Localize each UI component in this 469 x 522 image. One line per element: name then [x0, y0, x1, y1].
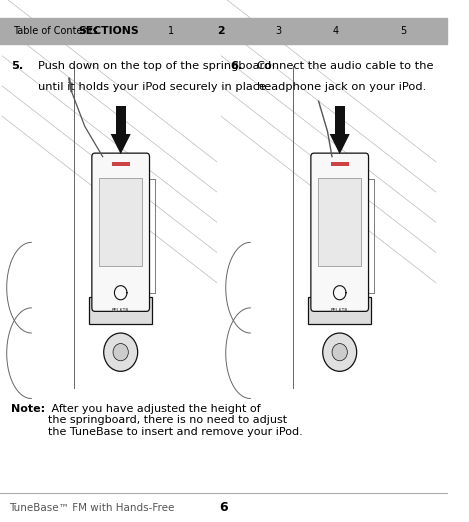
Text: 3: 3 — [275, 26, 281, 36]
Text: BELKIN: BELKIN — [331, 308, 348, 313]
Text: 5.: 5. — [11, 61, 23, 71]
Text: Connect the audio cable to the: Connect the audio cable to the — [257, 61, 433, 71]
Text: 5: 5 — [400, 26, 406, 36]
Bar — [335, 106, 345, 134]
Text: 6: 6 — [219, 502, 228, 514]
Bar — [0, 18, 447, 44]
Circle shape — [323, 333, 357, 371]
Circle shape — [104, 333, 138, 371]
Text: Note:: Note: — [11, 404, 45, 413]
Bar — [318, 178, 361, 266]
Text: 6.: 6. — [230, 61, 242, 71]
Text: Table of Contents: Table of Contents — [14, 26, 98, 36]
FancyBboxPatch shape — [92, 153, 150, 311]
Text: 1: 1 — [167, 26, 174, 36]
Circle shape — [113, 343, 129, 361]
Bar — [99, 178, 142, 266]
Polygon shape — [330, 134, 350, 154]
Text: 4: 4 — [333, 26, 339, 36]
Bar — [112, 162, 130, 165]
Text: TuneBase™ FM with Hands-Free: TuneBase™ FM with Hands-Free — [9, 503, 174, 513]
Bar — [331, 162, 348, 165]
Circle shape — [332, 343, 348, 361]
Bar — [309, 296, 371, 325]
Polygon shape — [111, 134, 131, 154]
Text: BELKIN: BELKIN — [112, 308, 129, 313]
Text: 2: 2 — [217, 26, 224, 36]
Text: SECTIONS: SECTIONS — [78, 26, 139, 36]
FancyBboxPatch shape — [311, 153, 369, 311]
Text: After you have adjusted the height of
the springboard, there is no need to adjus: After you have adjusted the height of th… — [48, 404, 303, 437]
Text: Push down on the top of the springboard: Push down on the top of the springboard — [38, 61, 271, 71]
Text: headphone jack on your iPod.: headphone jack on your iPod. — [257, 82, 426, 92]
Bar — [116, 106, 126, 134]
Bar — [90, 296, 152, 325]
Text: until it holds your iPod securely in place.: until it holds your iPod securely in pla… — [38, 82, 270, 92]
